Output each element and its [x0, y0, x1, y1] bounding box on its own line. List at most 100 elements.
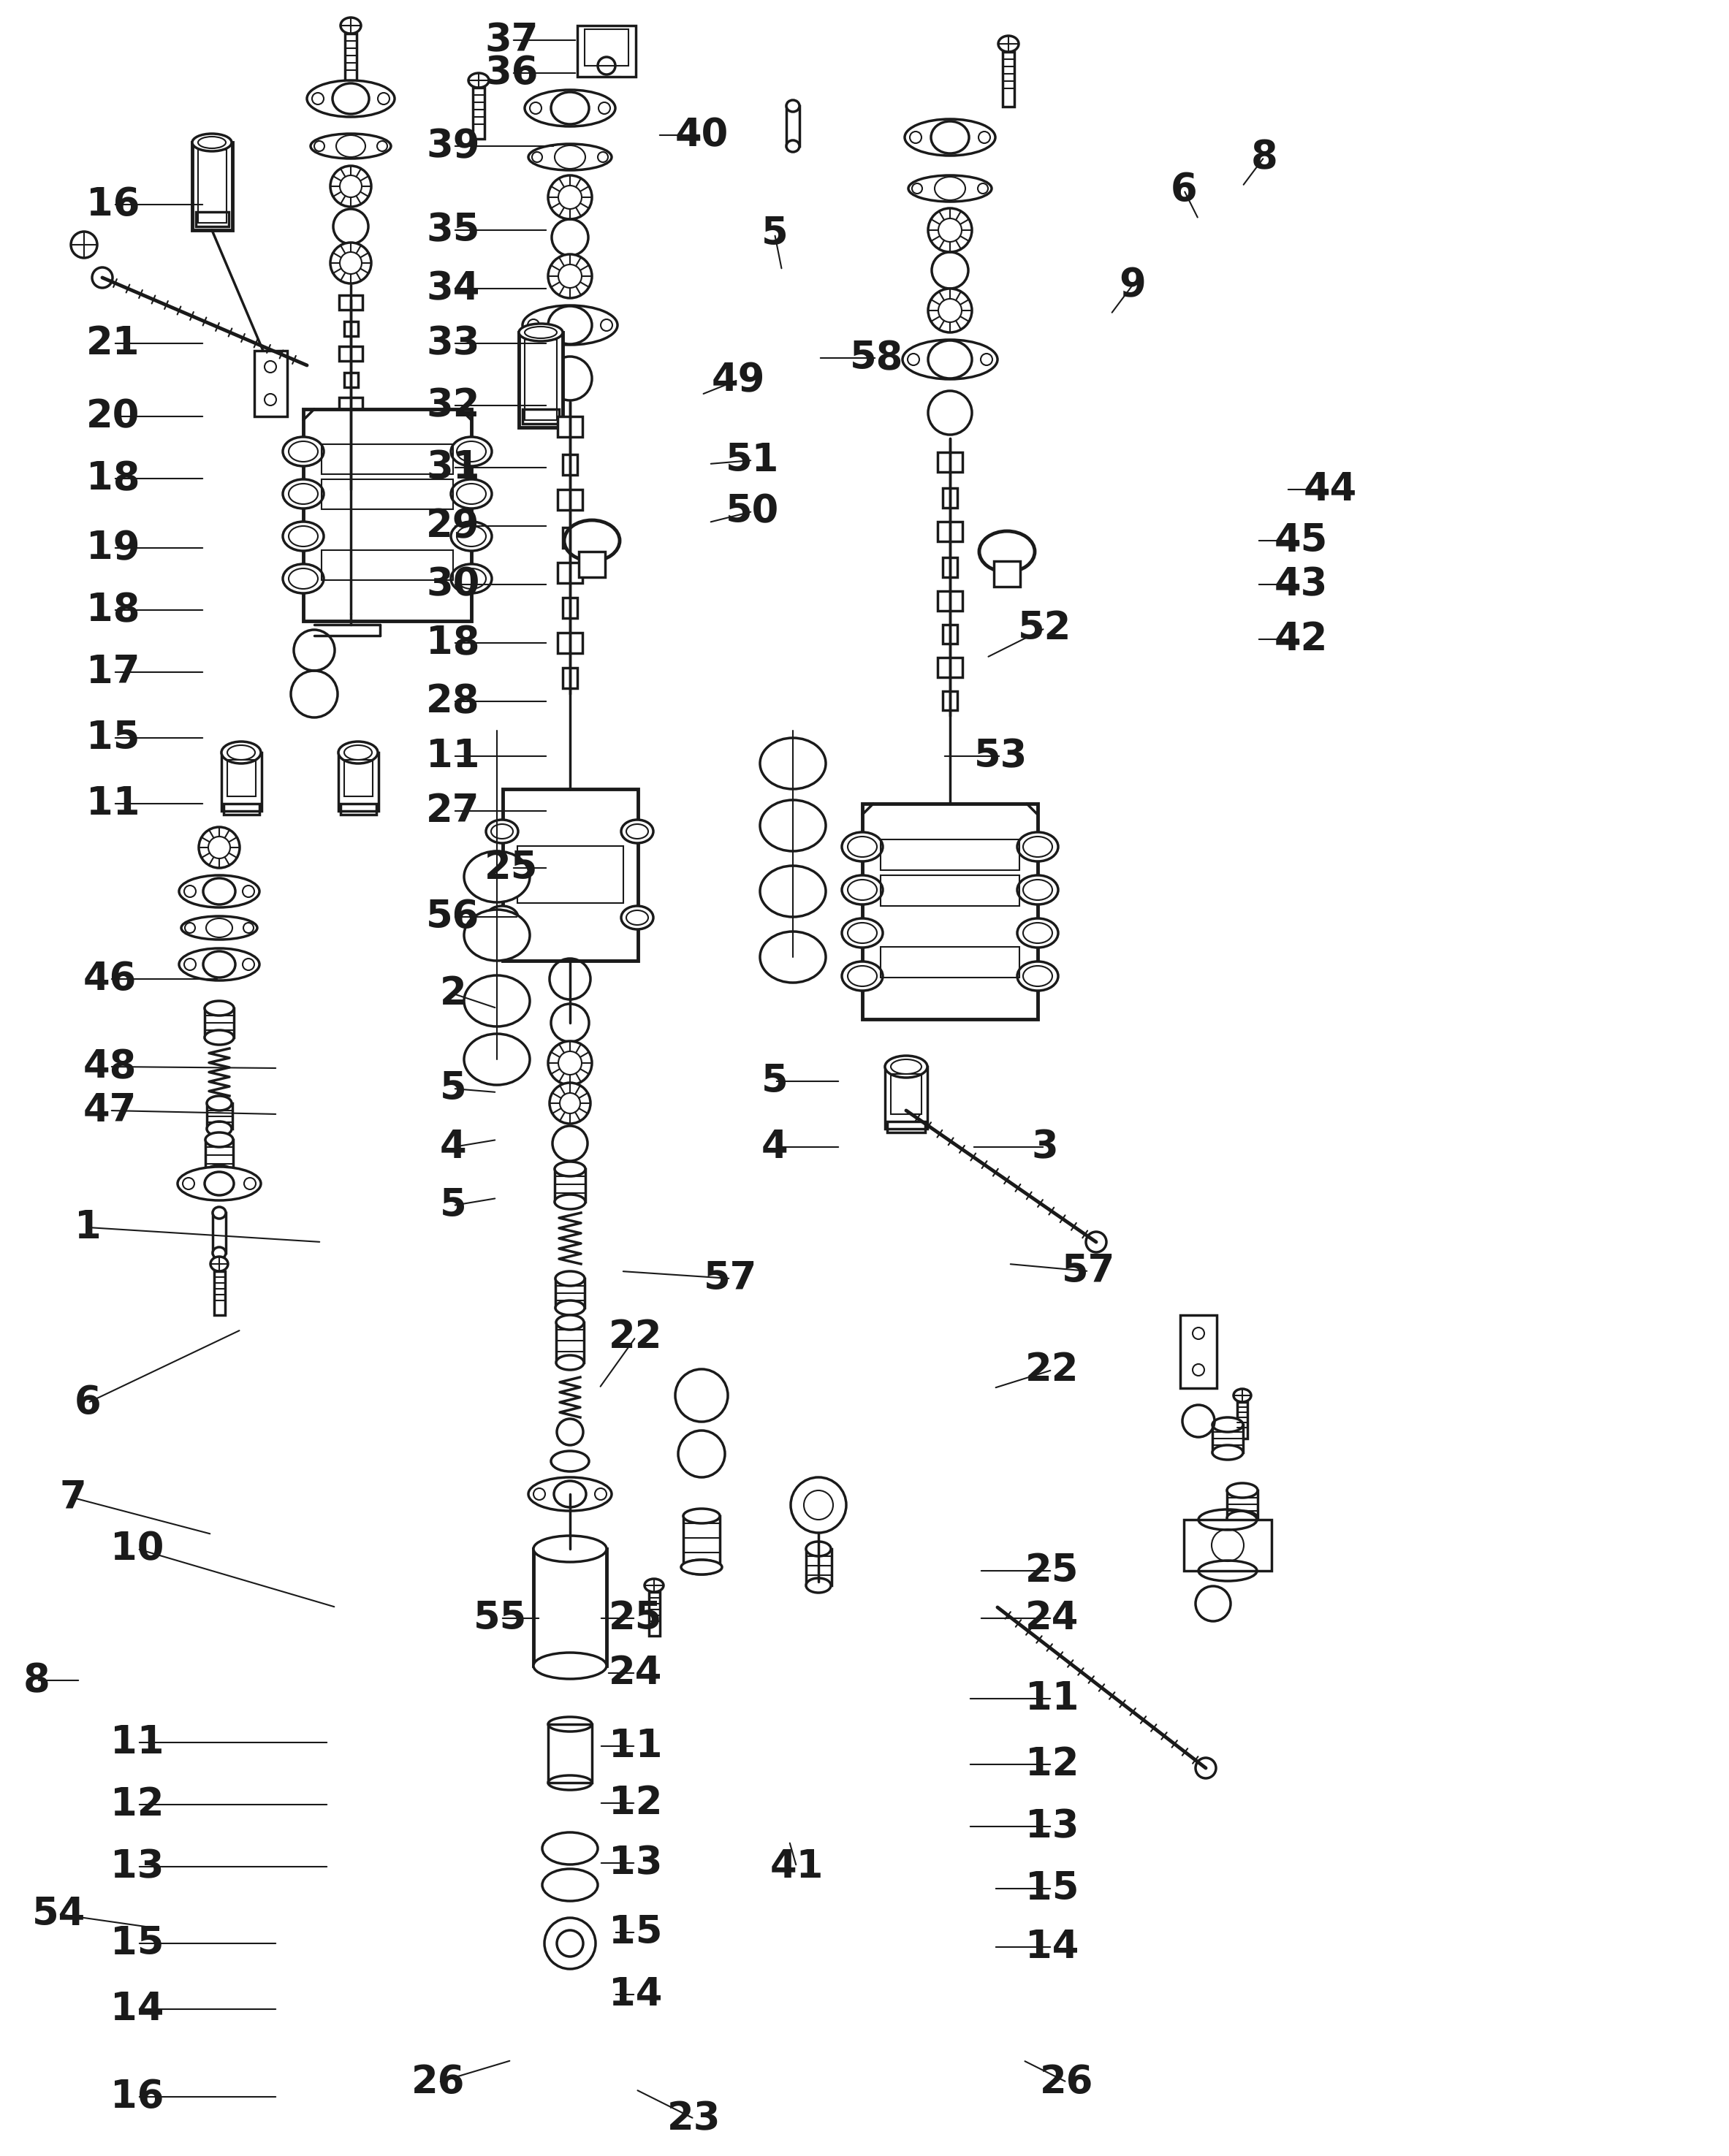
Text: 4: 4	[761, 1128, 788, 1166]
Text: 11: 11	[427, 737, 481, 776]
Text: 11: 11	[1025, 1680, 1079, 1718]
Ellipse shape	[207, 1121, 232, 1136]
Bar	[344, 321, 358, 336]
Bar	[339, 397, 363, 412]
Text: 58: 58	[851, 338, 904, 377]
Ellipse shape	[761, 800, 826, 852]
Bar	[214, 1272, 225, 1315]
Bar	[226, 759, 256, 796]
Text: 24: 24	[609, 1654, 662, 1692]
Text: 57: 57	[1062, 1253, 1115, 1289]
Ellipse shape	[908, 175, 992, 203]
Bar	[557, 632, 583, 653]
Circle shape	[330, 166, 372, 207]
Ellipse shape	[451, 522, 491, 552]
Ellipse shape	[341, 17, 361, 34]
Text: 3: 3	[1032, 1128, 1058, 1166]
Ellipse shape	[1228, 1483, 1257, 1498]
Text: 18: 18	[86, 591, 140, 630]
Bar	[303, 410, 472, 621]
Bar	[192, 142, 232, 231]
Bar	[223, 804, 259, 815]
Bar	[1212, 1425, 1243, 1453]
Circle shape	[71, 231, 97, 259]
Text: 18: 18	[427, 623, 481, 662]
Text: 26: 26	[412, 2063, 465, 2102]
Text: 14: 14	[609, 1975, 662, 2014]
Ellipse shape	[842, 875, 884, 906]
Ellipse shape	[1228, 1511, 1257, 1526]
Text: 50: 50	[726, 492, 780, 530]
Bar	[937, 522, 963, 541]
Ellipse shape	[761, 737, 826, 789]
Bar	[517, 845, 624, 903]
Bar	[1181, 1315, 1217, 1388]
Ellipse shape	[557, 1315, 584, 1330]
Text: 28: 28	[427, 683, 481, 720]
Bar	[557, 489, 583, 511]
Bar	[344, 34, 356, 88]
Text: 1: 1	[74, 1207, 100, 1246]
Ellipse shape	[806, 1542, 832, 1557]
Ellipse shape	[529, 1477, 612, 1511]
Ellipse shape	[311, 134, 391, 160]
Ellipse shape	[463, 975, 529, 1026]
Bar	[206, 1141, 233, 1173]
Text: 44: 44	[1304, 470, 1357, 509]
Text: 29: 29	[427, 507, 481, 545]
Ellipse shape	[284, 565, 323, 593]
Text: 54: 54	[31, 1895, 85, 1934]
Ellipse shape	[787, 140, 799, 151]
Ellipse shape	[339, 742, 379, 763]
Ellipse shape	[534, 1654, 607, 1680]
Bar	[584, 30, 628, 65]
Text: 16: 16	[111, 2078, 164, 2115]
Text: 22: 22	[1025, 1352, 1079, 1388]
Bar	[579, 552, 605, 578]
Bar	[548, 1725, 591, 1783]
Bar	[937, 658, 963, 677]
Ellipse shape	[451, 438, 491, 466]
Bar	[863, 804, 1037, 1020]
Text: 30: 30	[427, 565, 481, 604]
Circle shape	[199, 828, 240, 869]
Bar	[339, 347, 363, 360]
Text: 25: 25	[1025, 1552, 1079, 1589]
Bar	[890, 1074, 922, 1115]
Bar	[648, 1591, 660, 1636]
Bar	[887, 1121, 925, 1132]
Ellipse shape	[284, 438, 323, 466]
Text: 9: 9	[1119, 265, 1146, 304]
Text: 13: 13	[609, 1843, 662, 1882]
Ellipse shape	[180, 949, 259, 981]
Ellipse shape	[284, 479, 323, 509]
Text: 8: 8	[1250, 138, 1278, 177]
Ellipse shape	[534, 1535, 607, 1563]
Text: 51: 51	[726, 442, 780, 479]
Bar	[942, 487, 958, 509]
Bar	[562, 668, 577, 688]
Bar	[503, 789, 638, 962]
Ellipse shape	[529, 144, 612, 170]
Bar	[880, 875, 1020, 906]
Ellipse shape	[469, 73, 489, 88]
Text: 53: 53	[975, 737, 1029, 776]
Bar	[937, 453, 963, 472]
Ellipse shape	[979, 530, 1034, 571]
Text: 15: 15	[111, 1925, 164, 1962]
Ellipse shape	[180, 875, 259, 908]
Bar	[787, 106, 799, 147]
Bar	[213, 1214, 226, 1253]
Text: 35: 35	[427, 211, 481, 250]
Ellipse shape	[555, 1300, 584, 1315]
Bar	[806, 1548, 832, 1585]
Ellipse shape	[806, 1578, 832, 1593]
Bar	[994, 561, 1020, 586]
Ellipse shape	[621, 819, 654, 843]
Text: 57: 57	[704, 1259, 757, 1298]
Ellipse shape	[683, 1509, 719, 1524]
Ellipse shape	[885, 1056, 927, 1078]
Ellipse shape	[463, 852, 529, 903]
Ellipse shape	[451, 565, 491, 593]
Bar	[562, 455, 577, 474]
